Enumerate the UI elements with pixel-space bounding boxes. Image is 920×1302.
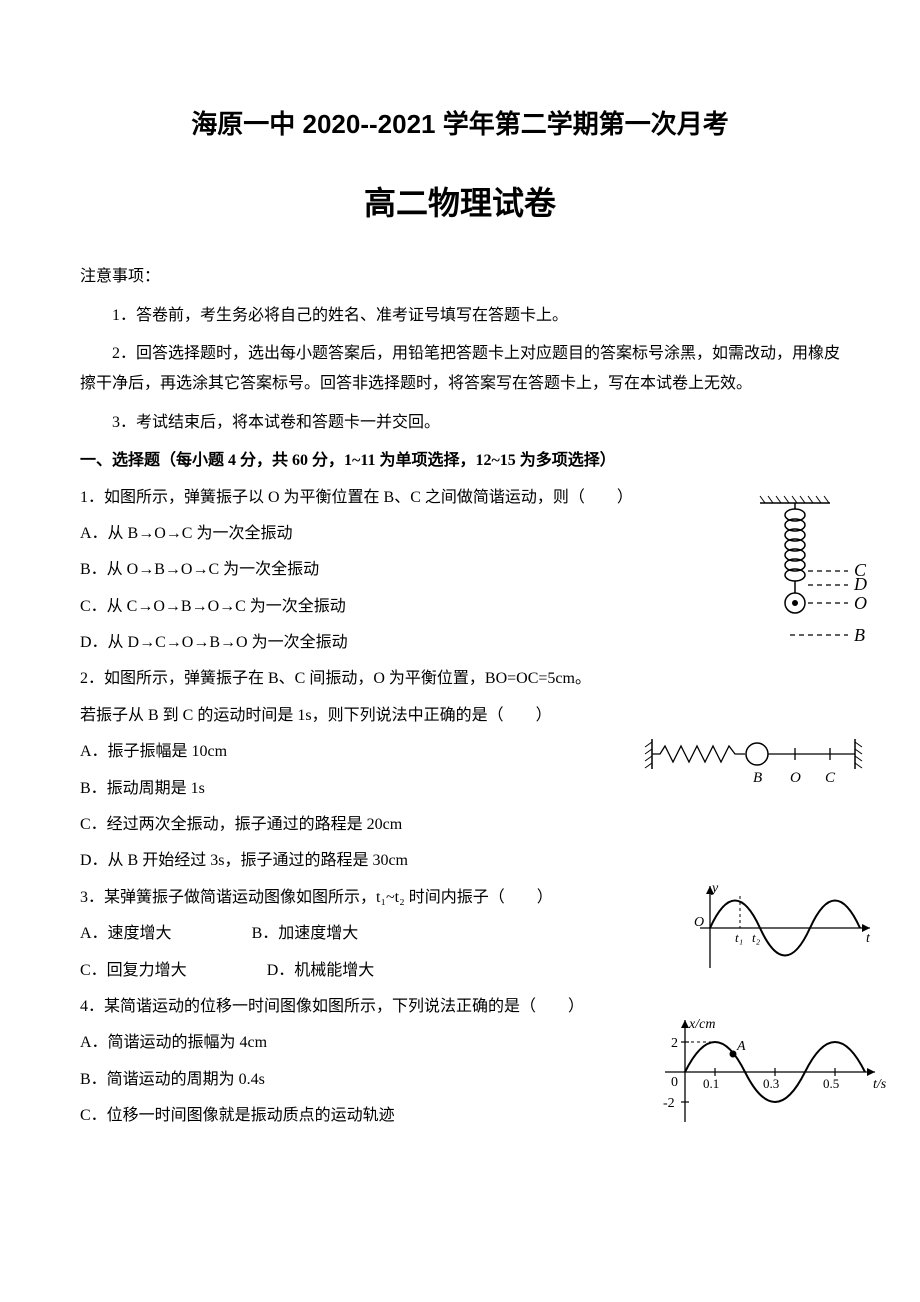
q1-opt-b: B．从 O→B→O→C 为一次全振动	[80, 555, 840, 585]
notice-item-1: 1．答卷前，考生务必将自己的姓名、准考证号填写在答题卡上。	[80, 301, 840, 331]
notice-item-3: 3．考试结束后，将本试卷和答题卡一并交回。	[80, 408, 840, 438]
q3-label-t2: t₂	[752, 930, 761, 945]
q2-label-b: B	[753, 770, 762, 786]
q4-figure: A x/cm 2 -2 0 0.1 0.3 0.5 t/s	[645, 1012, 895, 1132]
q4-label-t: t/s	[873, 1077, 887, 1092]
q1-label-d: D	[853, 574, 867, 594]
q2-opt-c: C．经过两次全振动，振子通过的路程是 20cm	[80, 810, 840, 840]
q4-label-y: x/cm	[688, 1017, 715, 1032]
q2-label-c: C	[825, 770, 836, 786]
q3-figure: O y t₁ t₂ t	[680, 878, 880, 978]
q2-opt-d: D．从 B 开始经过 3s，振子通过的路程是 30cm	[80, 846, 840, 876]
q1-figure: C D O B	[730, 493, 880, 673]
q3-label-t1: t₁	[735, 930, 743, 945]
exam-title-sub: 高二物理试卷	[80, 173, 840, 234]
q3-opt-c: C．回复力增大	[80, 956, 187, 986]
q4-label-x2: 0.3	[763, 1076, 779, 1091]
question-2: 2．如图所示，弹簧振子在 B、C 间振动，O 为平衡位置，BO=OC=5cm。 …	[80, 664, 840, 876]
q4-label-y2: -2	[663, 1096, 675, 1111]
q4-label-o: 0	[671, 1075, 678, 1090]
q2-stem-1: 2．如图所示，弹簧振子在 B、C 间振动，O 为平衡位置，BO=OC=5cm。	[80, 664, 840, 694]
q3-opt-d: D．机械能增大	[267, 956, 375, 986]
exam-title-main: 海原一中 2020--2021 学年第二学期第一次月考	[80, 100, 840, 149]
q2-stem-2: 若振子从 B 到 C 的运动时间是 1s，则下列说法中正确的是（ ）	[80, 701, 840, 731]
question-4: 4．某简谐运动的位移一时间图像如图所示，下列说法正确的是（ ） A．简谐运动的振…	[80, 992, 840, 1132]
q3-opt-a: A．速度增大	[80, 919, 172, 949]
q1-opt-c: C．从 C→O→B→O→C 为一次全振动	[80, 592, 840, 622]
question-1: 1．如图所示，弹簧振子以 O 为平衡位置在 B、C 之间做简谐运动，则（ ） A…	[80, 483, 840, 659]
q4-label-x3: 0.5	[823, 1076, 839, 1091]
q1-opt-a: A．从 B→O→C 为一次全振动	[80, 519, 840, 549]
q1-label-b: B	[854, 625, 865, 645]
q1-stem: 1．如图所示，弹簧振子以 O 为平衡位置在 B、C 之间做简谐运动，则（ ）	[80, 483, 840, 513]
q2-label-o: O	[790, 770, 801, 786]
q1-opt-d: D．从 D→C→O→B→O 为一次全振动	[80, 628, 840, 658]
q3-label-o: O	[694, 915, 704, 930]
notice-item-2: 2．回答选择题时，选出每小题答案后，用铅笔把答题卡上对应题目的答案标号涂黑，如需…	[80, 339, 840, 400]
notice-heading: 注意事项：	[80, 262, 840, 292]
q4-label-y1: 2	[671, 1036, 678, 1051]
q3-label-y: y	[710, 881, 719, 896]
section-1-heading: 一、选择题（每小题 4 分，共 60 分，1~11 为单项选择，12~15 为多…	[80, 446, 840, 476]
q4-label-a: A	[736, 1039, 746, 1054]
q4-label-x1: 0.1	[703, 1076, 719, 1091]
q2-figure: B O C	[640, 734, 870, 789]
q1-label-o: O	[854, 593, 867, 613]
question-3: 3．某弹簧振子做简谐运动图像如图所示，t₁~t₂ 时间内振子（ ） A．速度增大…	[80, 883, 840, 986]
q3-opt-b: B．加速度增大	[252, 919, 359, 949]
q3-label-t: t	[866, 931, 871, 946]
